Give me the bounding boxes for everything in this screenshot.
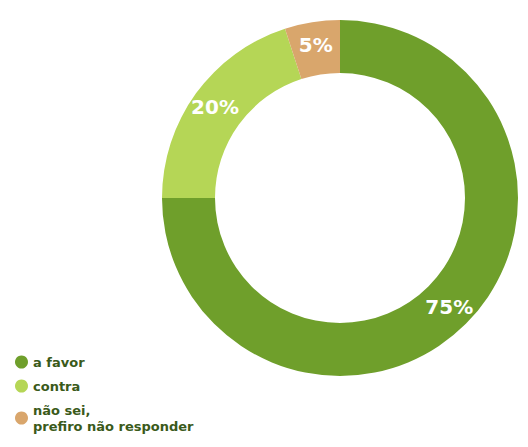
svg-text:contra: contra xyxy=(33,379,80,394)
svg-text:75%: 75% xyxy=(425,295,473,319)
svg-text:não sei,: não sei, xyxy=(33,403,90,418)
svg-text:5%: 5% xyxy=(299,33,333,57)
svg-text:prefiro não responder: prefiro não responder xyxy=(33,419,194,434)
svg-text:20%: 20% xyxy=(191,95,239,119)
svg-text:a favor: a favor xyxy=(33,355,85,370)
